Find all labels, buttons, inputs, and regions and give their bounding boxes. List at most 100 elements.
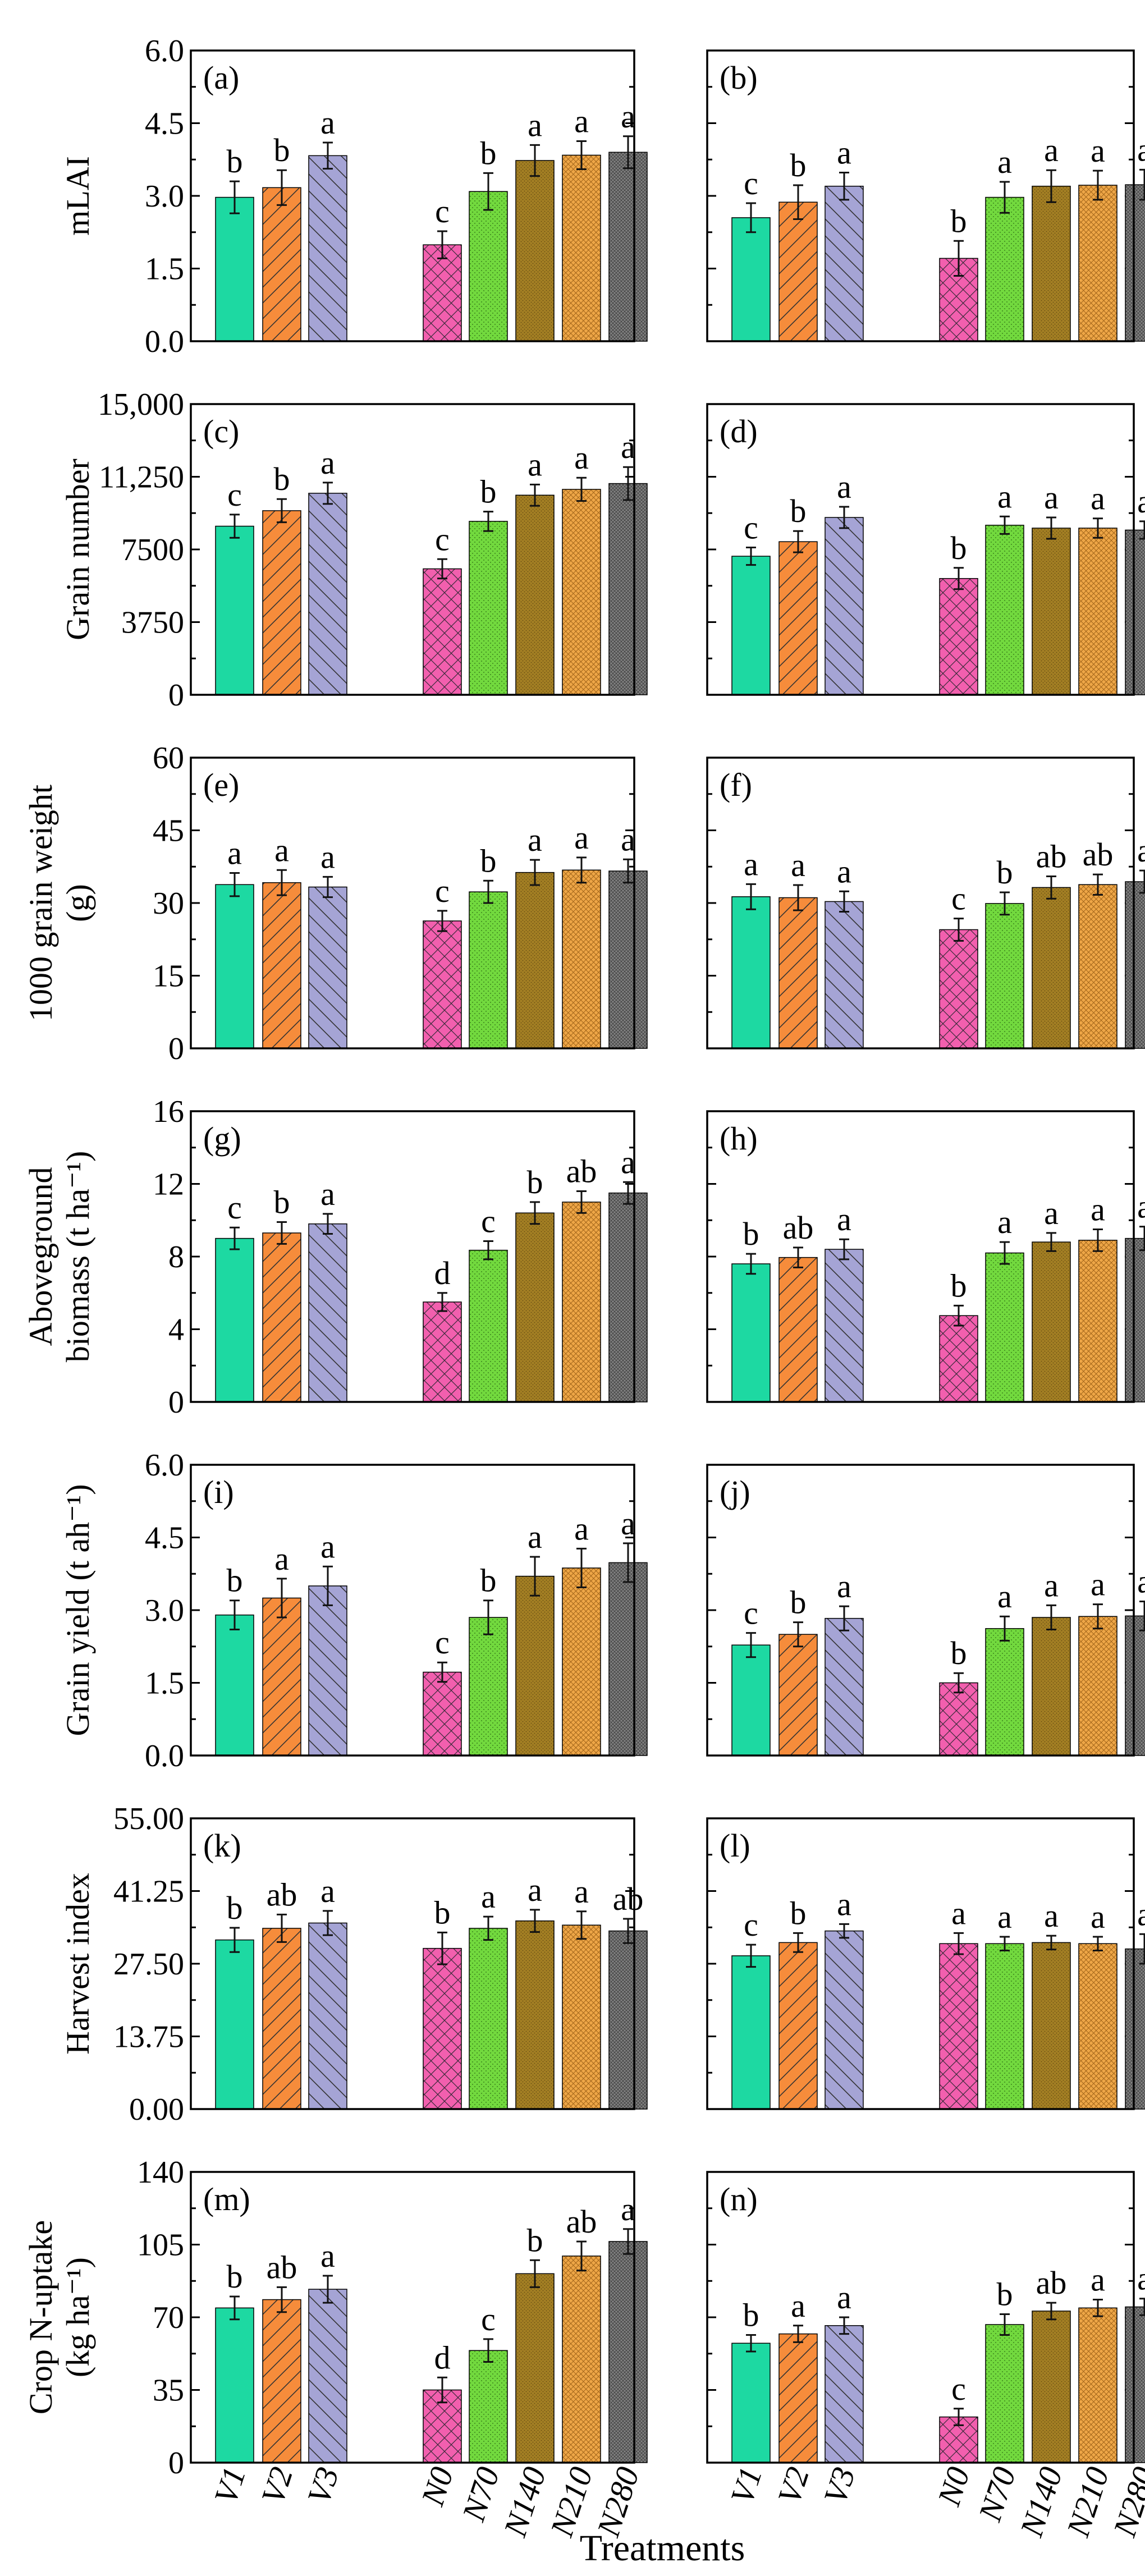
y-tick-label: 3750 [121,606,184,640]
panel-label: (g) [203,1120,241,1157]
significance-letter: a [574,819,589,856]
significance-letter: c [435,521,450,557]
bar-N210 [562,489,601,695]
bar-N280 [1125,2306,1145,2463]
y-tick-label: 15 [153,959,184,994]
bar-N70 [469,2350,508,2463]
x-tick-label-V3: V3 [817,2463,863,2508]
bar-N70 [985,1943,1024,2110]
significance-letter: a [1091,1899,1105,1935]
significance-letter: a [320,104,335,141]
significance-letter: a [320,1528,335,1565]
y-tick-label: 6.0 [145,1448,184,1483]
bar-V2 [262,510,301,695]
y-axis-label-line: Grain number [59,459,96,640]
plot-frame [706,1817,1135,2110]
bar-N280 [608,1562,648,1756]
bar-N280 [608,2241,648,2463]
bar-V3 [825,1249,864,1402]
bar-N280 [608,870,648,1049]
significance-letter: a [320,1176,335,1212]
significance-letter: c [951,2371,966,2407]
significance-letter: a [320,2238,335,2274]
bar-N70 [985,903,1024,1049]
significance-letter: c [227,476,242,513]
significance-letter: a [997,478,1012,515]
panel-n: b a acb ab a a(n) [706,2171,1145,2464]
significance-letter: a [621,2191,635,2227]
bar-N0 [939,1943,978,2110]
significance-letter: ab [783,1209,814,1246]
significance-letter: c [744,510,758,546]
significance-letter: a [574,103,589,139]
significance-letter: ab [566,1153,597,1189]
significance-letter: b [743,2297,759,2333]
significance-letter: c [227,1189,242,1226]
significance-letter: a [320,838,335,875]
plot-frame [706,1110,1135,1403]
significance-letter: a [274,1541,289,1577]
bar-N280 [1125,184,1145,342]
panel-b: c b aba a a a(b) [706,49,1145,342]
significance-letter: a [837,2279,851,2316]
significance-letter: b [274,132,290,168]
significance-letter: ab [1083,836,1114,873]
bar-V3 [308,493,347,695]
bar-N70 [469,191,508,342]
bar-V1 [731,1644,771,1756]
significance-letter: a [481,1878,496,1915]
significance-letter: d [434,1255,451,1291]
significance-letter: c [435,1624,450,1661]
significance-letter: a [1091,132,1105,169]
plot-frame [706,2171,1135,2464]
panel-label: (h) [720,1120,758,1157]
y-tick-label: 60 [153,741,184,776]
significance-letter: a [1091,480,1105,517]
panel-label: (a) [203,59,239,96]
bar-N140 [515,2273,555,2463]
bar-N70 [985,196,1024,342]
bar-V2 [262,187,301,342]
y-axis-label: Crop N-uptake(kg ha⁻¹) [22,2220,96,2414]
bar-N280 [1125,1948,1145,2110]
bar-N0 [423,1671,462,1756]
bar-V2 [262,882,301,1049]
bar-N70 [469,1249,508,1402]
significance-letter: a [274,832,289,868]
significance-letter: c [435,873,450,909]
panel-label: (i) [203,1474,234,1510]
bar-V3 [308,155,347,342]
significance-letter: a [997,1204,1012,1240]
significance-letter: ab [267,1876,297,1913]
y-tick-label: 4.5 [145,1521,184,1556]
significance-letter: b [790,1895,807,1931]
significance-letter: a [621,1144,635,1180]
significance-letter: b [480,842,497,879]
significance-letter: b [997,854,1013,891]
bar-N70 [469,1928,508,2110]
significance-letter: a [744,846,758,882]
bar-N280 [1125,529,1145,695]
y-tick-label: 55.00 [113,1802,184,1836]
significance-letter: a [528,446,542,483]
bar-V1 [731,2343,771,2463]
significance-letter: a [528,822,542,858]
bar-N280 [608,1192,648,1402]
significance-letter: a [320,1873,335,1909]
bar-V3 [308,1922,347,2110]
x-tick-label-V1: V1 [723,2463,770,2508]
significance-letter: b [951,1635,967,1671]
bar-N210 [1078,2307,1117,2463]
x-tick-label-V3: V3 [300,2463,346,2508]
significance-letter: b [480,474,497,510]
y-tick-label: 6.0 [145,34,184,68]
bar-N0 [423,1301,462,1402]
y-axis-label-line: Harvest index [59,1873,96,2055]
y-tick-label: 0 [168,1385,184,1420]
y-tick-label: 27.50 [113,1947,184,1982]
bar-N140 [1032,1942,1071,2110]
panel-f: a a acb ab ab a(f) [706,757,1145,1049]
